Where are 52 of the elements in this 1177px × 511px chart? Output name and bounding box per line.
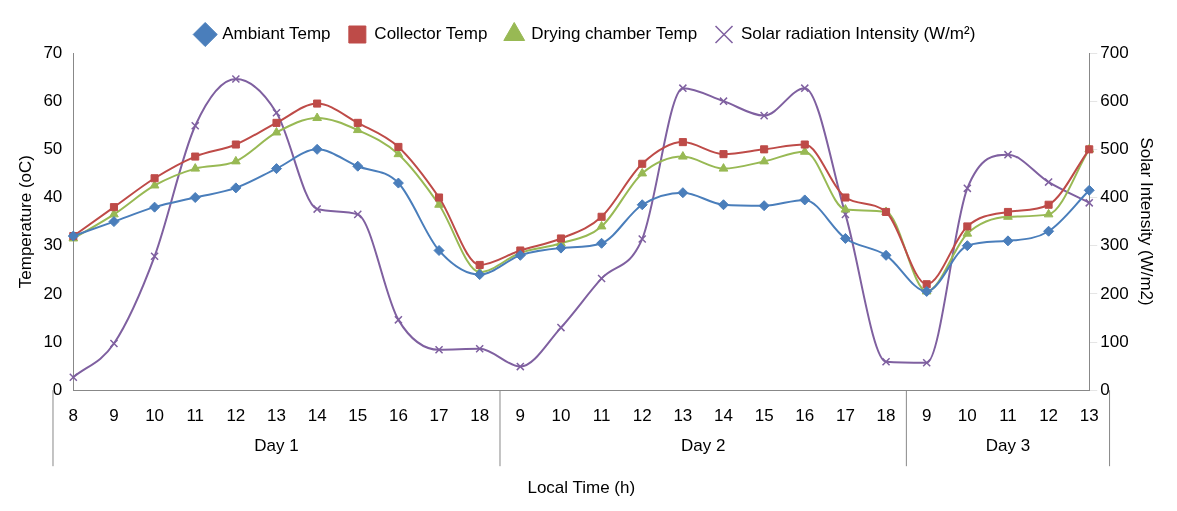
legend-label: Drying chamber Temp	[531, 24, 698, 44]
y-tick-label: 30	[43, 235, 63, 255]
y2-tick-label: 0	[1100, 379, 1110, 399]
legend-label: Ambiant Temp	[222, 24, 331, 44]
x-tick-label: 8	[68, 406, 79, 426]
y2-tick-label: 100	[1100, 331, 1129, 351]
y2-tick-label: 600	[1100, 90, 1129, 110]
x-tick-label: 12	[226, 406, 246, 426]
x-tick-label: 10	[145, 406, 165, 426]
y-tick-label: 0	[52, 379, 63, 399]
x-tick-label: 9	[109, 406, 119, 426]
x-tick-label: 11	[186, 406, 205, 426]
x-tick-label: 10	[551, 406, 571, 426]
x-tick-label: 15	[754, 406, 774, 426]
text: Day 1	[254, 435, 299, 455]
x-tick-label: 16	[388, 406, 408, 426]
y2-tick-label: 400	[1100, 187, 1129, 207]
y2-tick-label: 500	[1100, 139, 1129, 159]
y-tick-label: 40	[43, 187, 63, 207]
legend-label: Collector Temp	[374, 24, 488, 44]
y2-tick-label: 200	[1100, 283, 1129, 303]
y2-axis-title: Solar Intensity (W/m2)	[1137, 137, 1157, 306]
x-tick-label: 13	[673, 406, 693, 426]
x-tick-label: 12	[1039, 406, 1059, 426]
y2-tick-label: 700	[1100, 42, 1129, 62]
y-tick-label: 20	[43, 283, 63, 303]
y-tick-label: 70	[43, 42, 63, 62]
text: Day 3	[985, 435, 1031, 455]
y-tick-label: 60	[43, 90, 63, 110]
y-tick-label: 50	[43, 139, 63, 159]
x-tick-label: 18	[876, 406, 896, 426]
y-axis-title: Temperature (oC)	[15, 154, 35, 289]
legend-label: Solar radiation Intensity (W/m²)	[741, 24, 976, 44]
x-tick-label: 14	[714, 406, 733, 426]
y-tick-label: 10	[43, 331, 63, 351]
x-tick-label: 9	[515, 406, 526, 426]
x-tick-label: 17	[429, 406, 449, 426]
x-tick-label: 17	[835, 406, 855, 426]
x-tick-label: 14	[307, 406, 327, 426]
y2-tick-label: 300	[1100, 235, 1129, 255]
x-tick-label: 12	[632, 406, 652, 426]
x-tick-label: 15	[348, 406, 368, 426]
x-tick-label: 9	[921, 406, 932, 426]
x-tick-label: 16	[795, 406, 815, 426]
x-axis-title: Local Time (h)	[527, 478, 636, 498]
x-tick-label: 18	[470, 406, 490, 426]
text: Day 2	[680, 435, 726, 455]
x-tick-label: 11	[592, 406, 611, 426]
x-tick-label: 13	[267, 406, 286, 426]
x-tick-label: 11	[999, 406, 1017, 426]
x-tick-label: 13	[1079, 406, 1099, 426]
x-tick-label: 10	[957, 406, 977, 426]
